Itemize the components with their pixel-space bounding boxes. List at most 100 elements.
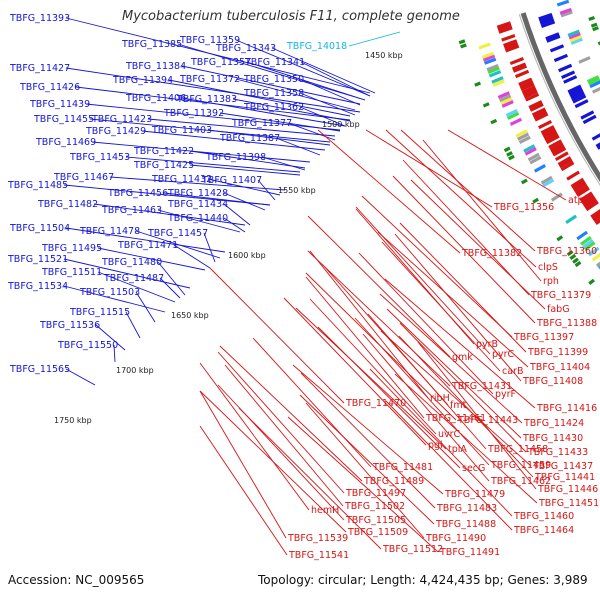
forward-gene-label: TBFG_11467 — [53, 172, 114, 183]
cog-feature — [518, 135, 531, 145]
cog-feature — [569, 34, 582, 43]
reverse-strand-feature — [585, 200, 599, 212]
reverse-gene-label: TBFG_11512 — [382, 544, 443, 555]
rna-feature — [547, 221, 554, 227]
forward-connector — [232, 98, 351, 122]
forward-connector — [63, 184, 271, 206]
forward-connector — [177, 43, 366, 101]
rna-feature — [588, 15, 596, 22]
reverse-gene-label: rph — [543, 276, 559, 287]
reverse-connector — [400, 129, 536, 252]
forward-gene-label: TBFG_11453 — [69, 152, 130, 163]
rna-feature — [468, 65, 475, 70]
forward-strand-feature — [586, 122, 600, 131]
forward-gene-label: TBFG_11428 — [167, 188, 228, 199]
backbone-highlight — [518, 14, 600, 186]
reverse-strand-feature — [518, 77, 533, 86]
cog-feature — [581, 62, 593, 70]
cog-feature — [563, 18, 575, 25]
cog-feature — [482, 54, 496, 62]
reverse-gene-label: TBFG_11404 — [529, 362, 590, 373]
forward-connector — [95, 324, 126, 351]
rna-feature — [457, 35, 464, 40]
reverse-strand-feature — [519, 80, 534, 89]
kbp-ruler: 1450 kbp 1500 kbp 1550 kbp 1600 kbp 1650 kbp… — [54, 51, 403, 425]
rna-feature — [583, 1, 590, 6]
rna-feature — [595, 33, 600, 38]
rna-feature — [478, 90, 485, 95]
forward-strand-feature — [568, 87, 583, 96]
reverse-strand-feature — [571, 179, 586, 190]
reverse-connector — [317, 129, 461, 254]
rna-feature — [586, 9, 593, 14]
forward-strand-feature — [588, 124, 600, 134]
reverse-connector — [252, 337, 372, 468]
reverse-connector — [410, 179, 546, 310]
cog-feature — [591, 251, 600, 262]
rna-feature — [494, 127, 501, 132]
forward-connector — [97, 271, 176, 303]
reverse-connector — [392, 175, 536, 324]
reverse-connector — [307, 215, 451, 358]
reverse-strand-feature — [509, 56, 524, 66]
genome-summary: Topology: circular; Length: 4,424,435 bp… — [258, 573, 588, 587]
reverse-gene-label: TBFG_11491 — [439, 547, 500, 558]
forward-gene-label: TBFG_11383 — [176, 94, 237, 105]
cog-feature — [517, 132, 530, 141]
reverse-connector — [365, 129, 493, 208]
rna-feature — [592, 26, 599, 32]
forward-gene-label: TBFG_11341 — [244, 57, 305, 68]
forward-connector — [141, 130, 326, 151]
reverse-connector — [361, 195, 513, 338]
cog-feature — [585, 72, 598, 81]
forward-gene-label: TBFG_11426 — [19, 82, 80, 93]
forward-gene-label: TBFG_11362 — [243, 102, 304, 113]
rna-feature — [465, 57, 472, 62]
forward-connector — [157, 261, 186, 296]
reverse-gene-label: TBFG_11488 — [435, 519, 496, 530]
reverse-gene-label: TBFG_11379 — [530, 290, 591, 301]
reverse-connector — [354, 317, 490, 466]
reverse-connector — [417, 341, 537, 490]
highlight-connector — [348, 31, 401, 47]
reverse-gene-label: carB — [502, 366, 523, 377]
rna-feature — [521, 178, 528, 185]
reverse-connector — [219, 345, 363, 482]
reverse-connector — [380, 330, 532, 467]
reverse-connector — [386, 308, 522, 439]
forward-gene-label: TBFG_11394 — [112, 75, 173, 86]
reverse-connector — [217, 384, 345, 521]
forward-connector — [257, 179, 276, 201]
cog-feature — [580, 236, 592, 246]
rna-feature — [460, 43, 467, 49]
reverse-connector — [422, 139, 542, 282]
forward-strand-feature — [545, 32, 560, 41]
reverse-strand-feature — [576, 186, 590, 198]
reverse-strand-feature — [534, 112, 549, 122]
cog-feature — [556, 200, 568, 210]
reverse-gene-label: TBFG_11382 — [461, 248, 522, 259]
reverse-gene-label: TBFG_11539 — [287, 533, 348, 544]
reverse-gene-label: TBFG_11505 — [345, 515, 406, 526]
forward-connector — [246, 61, 366, 101]
cog-feature — [562, 16, 574, 23]
forward-gene-label: TBFG_11432 — [151, 174, 212, 185]
forward-gene-label: TBFG_11398 — [205, 152, 266, 163]
forward-strand-feature — [591, 131, 600, 141]
kbp-tick-label: 1450 kbp — [365, 51, 403, 60]
cog-feature — [568, 32, 581, 40]
reverse-strand-feature — [541, 127, 556, 137]
cog-feature — [572, 225, 585, 235]
rna-feature — [559, 239, 566, 245]
forward-gene-label: TBFG_11482 — [37, 199, 98, 210]
reverse-strand-feature — [573, 182, 587, 193]
rna-feature — [523, 183, 530, 189]
forward-connector — [65, 67, 361, 113]
reverse-strand-feature — [496, 21, 512, 29]
reverse-gene-label: TBFG_11489 — [363, 476, 424, 487]
forward-connector — [223, 217, 246, 233]
rna-feature — [498, 135, 505, 141]
forward-connector — [287, 122, 336, 141]
forward-connector — [235, 78, 356, 111]
rna-feature — [496, 130, 503, 135]
